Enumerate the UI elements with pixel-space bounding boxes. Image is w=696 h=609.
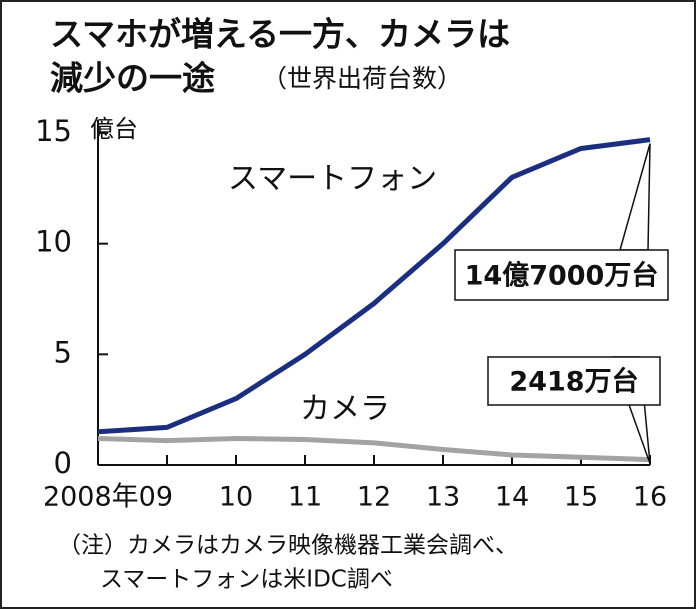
x-tick-label: 2008年09	[43, 482, 173, 513]
data-label: 14億7000万台	[465, 260, 659, 292]
chart-subtitle: （世界出荷台数）	[262, 64, 462, 93]
x-tick-label: 11	[288, 482, 322, 513]
y-tick-label: 15	[35, 114, 72, 148]
chart-title: スマホが増える一方、カメラは	[50, 15, 510, 54]
y-tick-label: 0	[54, 446, 72, 480]
y-tick-label: 5	[54, 335, 72, 369]
series-label: カメラ	[300, 392, 390, 427]
x-tick-label: 13	[426, 482, 460, 513]
chart-title: 減少の一途	[50, 59, 215, 98]
series-line	[97, 435, 651, 463]
x-tick-label: 14	[495, 482, 529, 513]
note: （注）カメラはカメラ映像機器工業会調べ、	[58, 533, 518, 559]
x-tick-label: 15	[564, 482, 598, 513]
series-line	[97, 137, 651, 435]
label-box	[454, 249, 669, 301]
x-tick-label: 10	[219, 482, 253, 513]
data-label: 2418万台	[509, 366, 638, 398]
y-tick-label: 10	[35, 225, 72, 259]
label-box	[487, 356, 661, 406]
x-tick-label: 12	[357, 482, 391, 513]
note: スマートフォンは米IDC調べ	[100, 567, 393, 593]
x-tick-label: 16	[633, 482, 667, 513]
series-label: スマートフォン	[228, 162, 437, 197]
